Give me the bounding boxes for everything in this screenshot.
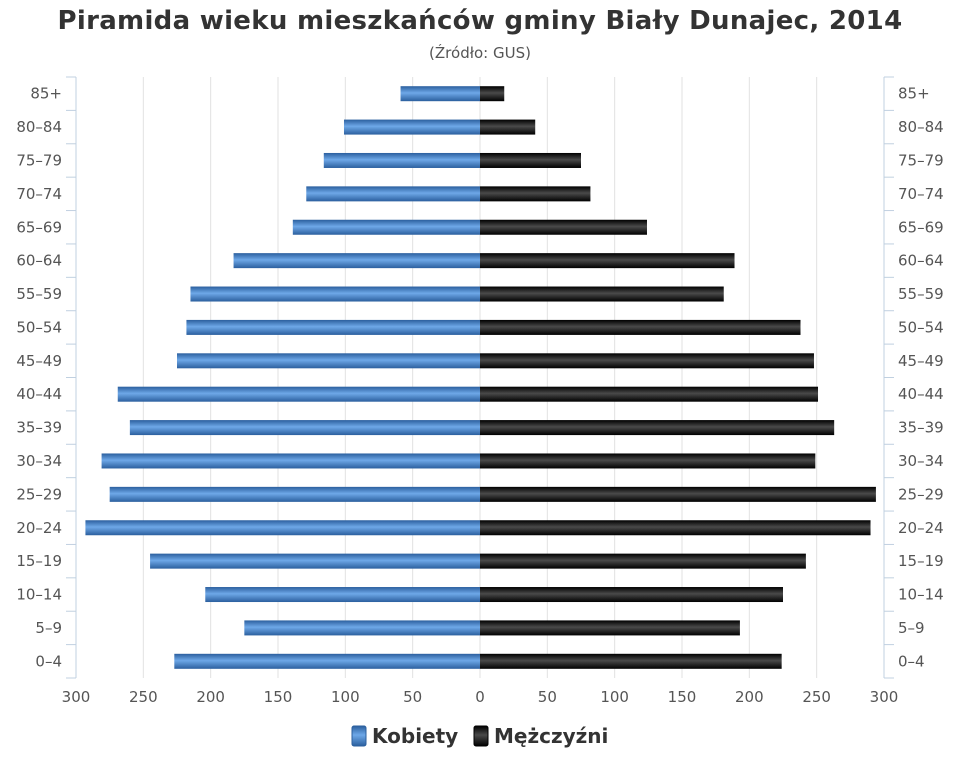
x-tick-label: 100	[600, 688, 629, 706]
legend[interactable]: Kobiety Mężczyźni	[351, 724, 608, 748]
bar-kobiety	[177, 353, 480, 369]
bar-mezczyzni	[480, 286, 724, 302]
y-tick-label-left: 20–24	[16, 519, 62, 537]
bar-kobiety	[292, 219, 480, 235]
y-tick-label-right: 65–69	[898, 218, 944, 236]
y-tick-label-left: 80–84	[16, 118, 62, 136]
bars	[85, 86, 876, 669]
y-tick-label-left: 15–19	[16, 552, 62, 570]
y-tick-label-right: 20–24	[898, 519, 944, 537]
bar-kobiety	[101, 453, 480, 469]
bar-kobiety	[205, 587, 480, 603]
y-tick-label-left: 30–34	[16, 452, 62, 470]
bar-kobiety	[117, 386, 480, 402]
bar-kobiety	[109, 486, 481, 502]
bar-kobiety	[306, 186, 480, 202]
bar-kobiety	[244, 620, 480, 636]
y-tick-label-right: 85+	[898, 85, 930, 103]
y-tick-label-right: 40–44	[898, 385, 944, 403]
x-tick-label: 300	[870, 688, 899, 706]
bar-mezczyzni	[480, 119, 536, 135]
bar-mezczyzni	[480, 486, 876, 502]
tick-labels: 300 250 200 150 100 50 0 50 100 150 200 250 300 85+ 85…	[16, 85, 943, 706]
legend-label-mezczyzni[interactable]: Mężczyźni	[494, 724, 608, 748]
bar-mezczyzni	[480, 520, 871, 536]
x-tick-label: 150	[264, 688, 293, 706]
bar-kobiety	[150, 553, 481, 569]
y-tick-label-left: 45–49	[16, 352, 62, 370]
y-tick-label-right: 45–49	[898, 352, 944, 370]
bar-kobiety	[85, 520, 480, 536]
x-tick-label: 250	[129, 688, 158, 706]
bar-mezczyzni	[480, 319, 801, 335]
y-tick-label-right: 30–34	[898, 452, 944, 470]
y-tick-label-right: 50–54	[898, 318, 944, 336]
y-tick-label-right: 80–84	[898, 118, 944, 136]
bar-mezczyzni	[480, 353, 814, 369]
legend-swatch-kobiety[interactable]	[351, 725, 367, 747]
bar-kobiety	[129, 420, 480, 436]
bar-kobiety	[233, 253, 480, 269]
bar-mezczyzni	[480, 587, 783, 603]
x-tick-label: 50	[403, 688, 422, 706]
y-tick-label-right: 5–9	[898, 619, 925, 637]
bar-mezczyzni	[480, 86, 505, 102]
bar-kobiety	[174, 653, 480, 669]
bar-kobiety	[343, 119, 480, 135]
y-tick-label-right: 10–14	[898, 586, 944, 604]
y-tick-label-right: 75–79	[898, 151, 944, 169]
y-tick-label-right: 0–4	[898, 652, 925, 670]
y-tick-label-left: 60–64	[16, 252, 62, 270]
bar-kobiety	[186, 319, 480, 335]
bar-mezczyzni	[480, 553, 806, 569]
y-tick-label-right: 25–29	[898, 485, 944, 503]
y-tick-label-right: 35–39	[898, 419, 944, 437]
x-tick-label: 0	[475, 688, 485, 706]
bar-mezczyzni	[480, 253, 735, 269]
x-tick-label: 300	[62, 688, 91, 706]
bar-kobiety	[190, 286, 480, 302]
chart-title: Piramida wieku mieszkańców gminy Biały D…	[57, 6, 903, 36]
y-tick-label-left: 0–4	[35, 652, 62, 670]
x-tick-label: 200	[196, 688, 225, 706]
x-tick-label: 100	[331, 688, 360, 706]
bar-kobiety	[400, 86, 480, 102]
y-tick-label-left: 65–69	[16, 218, 62, 236]
x-tick-label: 250	[802, 688, 831, 706]
x-tick-label: 200	[735, 688, 764, 706]
y-tick-label-left: 10–14	[16, 586, 62, 604]
x-tick-label: 50	[538, 688, 557, 706]
y-tick-label-left: 50–54	[16, 318, 62, 336]
bar-mezczyzni	[480, 219, 647, 235]
y-tick-label-right: 70–74	[898, 185, 944, 203]
y-tick-label-right: 15–19	[898, 552, 944, 570]
y-tick-label-left: 55–59	[16, 285, 62, 303]
y-tick-label-right: 55–59	[898, 285, 944, 303]
bar-mezczyzni	[480, 620, 740, 636]
x-tick-label: 150	[668, 688, 697, 706]
chart-subtitle: (Źródło: GUS)	[429, 44, 531, 62]
y-tick-label-left: 25–29	[16, 485, 62, 503]
bar-mezczyzni	[480, 186, 591, 202]
bar-mezczyzni	[480, 453, 816, 469]
legend-label-kobiety[interactable]: Kobiety	[372, 724, 458, 748]
bar-mezczyzni	[480, 152, 581, 168]
legend-swatch-mezczyzni[interactable]	[473, 725, 489, 747]
bar-mezczyzni	[480, 386, 819, 402]
y-tick-label-left: 75–79	[16, 151, 62, 169]
y-tick-label-right: 60–64	[898, 252, 944, 270]
bar-kobiety	[323, 152, 480, 168]
y-tick-label-left: 40–44	[16, 385, 62, 403]
bar-mezczyzni	[480, 420, 835, 436]
y-tick-label-left: 85+	[30, 85, 62, 103]
axes	[66, 76, 894, 679]
bar-mezczyzni	[480, 653, 782, 669]
y-tick-label-left: 5–9	[35, 619, 62, 637]
y-tick-label-left: 70–74	[16, 185, 62, 203]
y-tick-label-left: 35–39	[16, 419, 62, 437]
